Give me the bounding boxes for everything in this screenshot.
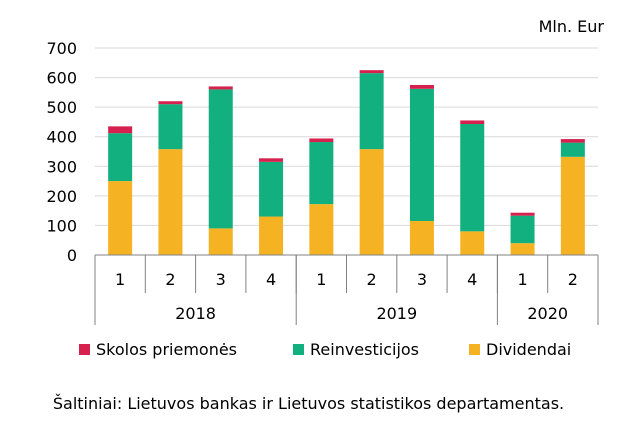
y-tick-label: 100 <box>46 216 77 235</box>
quarter-label: 3 <box>216 270 226 289</box>
bar-segment <box>510 243 535 255</box>
source-note: Šaltiniai: Lietuvos bankas ir Lietuvos s… <box>52 394 565 413</box>
bar-segment <box>560 156 585 255</box>
bar-segment <box>409 88 434 221</box>
quarter-label: 4 <box>266 270 276 289</box>
chart-legend: Skolos priemonės Reinvesticijos Dividend… <box>0 340 617 364</box>
bar-segment <box>108 181 133 255</box>
quarter-label: 2 <box>165 270 175 289</box>
bar-segment <box>359 70 384 74</box>
bar-segment <box>460 123 485 232</box>
quarter-label: 1 <box>517 270 527 289</box>
bar-segment <box>460 231 485 255</box>
quarter-label: 1 <box>316 270 326 289</box>
bar-segment <box>158 101 183 105</box>
y-tick-label: 600 <box>46 69 77 88</box>
legend-item-reinvesticijos: Reinvesticijos <box>293 340 419 359</box>
bar-segment <box>560 142 585 157</box>
bar-segment <box>309 204 334 255</box>
bar-segment <box>208 86 233 90</box>
legend-swatch-dividendai <box>469 344 480 355</box>
quarter-label: 2 <box>367 270 377 289</box>
bar-segment <box>510 215 535 244</box>
y-tick-label: 500 <box>46 98 77 117</box>
quarter-label: 4 <box>467 270 477 289</box>
legend-item-skolos-priemones: Skolos priemonės <box>79 340 237 359</box>
bar-segment <box>510 212 535 216</box>
bar-segment <box>208 89 233 229</box>
bar-segment <box>359 149 384 255</box>
bar-segment <box>259 161 284 217</box>
y-tick-label: 400 <box>46 128 77 147</box>
year-label: 2020 <box>527 304 568 323</box>
quarter-label: 2 <box>568 270 578 289</box>
bar-segment <box>158 149 183 255</box>
legend-label-dividendai: Dividendai <box>486 340 572 359</box>
bar-segment <box>359 73 384 150</box>
legend-label-skolos-priemones: Skolos priemonės <box>96 340 238 359</box>
bar-segment <box>108 133 133 182</box>
bar-segment <box>309 142 334 205</box>
bar-segment <box>460 120 485 124</box>
bar-segment <box>108 126 133 134</box>
legend-label-reinvesticijos: Reinvesticijos <box>310 340 420 359</box>
legend-item-dividendai: Dividendai <box>469 340 571 359</box>
bar-segment <box>309 138 334 143</box>
bar-segment <box>409 84 434 89</box>
quarter-label: 3 <box>417 270 427 289</box>
bar-segment <box>259 216 284 255</box>
bar-segment <box>560 139 585 143</box>
quarter-label: 1 <box>115 270 125 289</box>
legend-swatch-skolos-priemones <box>79 344 90 355</box>
legend-swatch-reinvesticijos <box>293 344 304 355</box>
bar-segment <box>259 158 284 162</box>
bar-segment <box>409 220 434 255</box>
y-tick-label: 0 <box>67 246 77 265</box>
year-label: 2018 <box>175 304 216 323</box>
unit-label: Mln. Eur <box>539 17 605 36</box>
y-tick-label: 300 <box>46 157 77 176</box>
y-tick-label: 200 <box>46 187 77 206</box>
year-label: 2019 <box>376 304 417 323</box>
bar-segment <box>208 228 233 255</box>
y-tick-label: 700 <box>46 39 77 58</box>
bar-segment <box>158 104 183 150</box>
